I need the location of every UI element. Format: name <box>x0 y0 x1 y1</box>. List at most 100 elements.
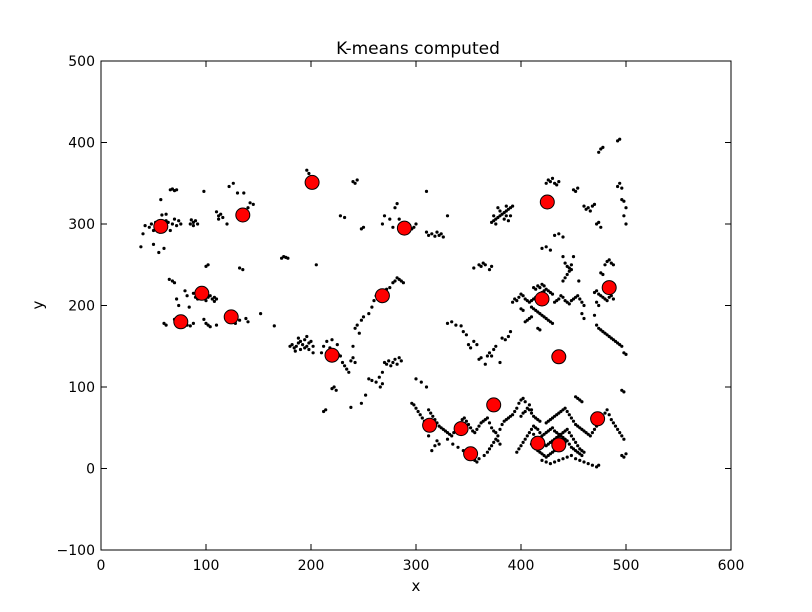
data-point <box>238 318 242 322</box>
data-point <box>332 385 336 389</box>
data-point <box>343 364 347 368</box>
data-point <box>325 339 329 343</box>
data-point <box>395 362 399 366</box>
data-point <box>393 357 397 361</box>
x-tick-label: 400 <box>508 558 535 574</box>
data-point <box>191 321 195 325</box>
data-point <box>475 427 479 431</box>
data-point <box>595 300 599 304</box>
data-point <box>179 222 183 226</box>
data-point <box>597 463 601 467</box>
data-point <box>424 230 429 234</box>
data-point <box>576 186 580 190</box>
data-point <box>393 206 397 210</box>
data-point <box>353 360 357 365</box>
data-point <box>483 263 487 267</box>
data-point <box>607 413 611 417</box>
data-point <box>355 323 359 327</box>
data-point <box>157 250 161 255</box>
data-point <box>466 343 471 347</box>
data-point <box>588 434 592 438</box>
data-point <box>592 427 597 431</box>
data-point <box>487 268 492 272</box>
data-point <box>553 233 557 237</box>
data-point <box>490 426 494 430</box>
data-point <box>189 218 193 222</box>
data-point <box>567 266 571 270</box>
data-point <box>521 440 525 444</box>
y-tick-label: 500 <box>68 54 95 70</box>
centroid-marker <box>324 347 340 363</box>
data-point <box>235 191 240 195</box>
data-point <box>571 255 576 259</box>
data-point <box>433 444 437 448</box>
data-point <box>580 312 584 316</box>
data-point <box>479 356 483 360</box>
data-point <box>305 334 309 339</box>
centroid-marker <box>304 174 320 190</box>
data-point <box>361 315 366 319</box>
data-point <box>477 424 481 428</box>
data-point <box>494 344 498 348</box>
data-point <box>510 204 515 208</box>
data-point <box>605 299 609 303</box>
data-point <box>529 315 534 319</box>
data-point <box>586 206 590 210</box>
data-point <box>504 204 508 208</box>
data-point <box>296 336 300 340</box>
data-point <box>380 382 384 386</box>
data-point <box>343 215 347 220</box>
data-point <box>319 351 324 355</box>
data-point <box>557 180 561 184</box>
data-point <box>487 447 492 451</box>
data-point <box>397 356 401 360</box>
data-point <box>521 396 525 400</box>
data-point <box>164 323 168 327</box>
data-point <box>139 245 143 249</box>
data-point <box>307 347 311 352</box>
x-tick-label: 500 <box>613 558 640 574</box>
data-point <box>208 325 212 329</box>
data-point <box>272 324 276 328</box>
data-point <box>577 279 581 283</box>
data-point <box>548 248 553 252</box>
data-point <box>616 184 620 189</box>
data-point <box>605 408 609 412</box>
data-point <box>582 460 586 464</box>
data-point <box>490 264 494 268</box>
data-point <box>569 434 574 438</box>
data-point <box>510 300 515 304</box>
data-point <box>246 320 250 324</box>
data-point <box>611 263 616 267</box>
data-point <box>603 263 607 267</box>
data-point <box>482 453 486 458</box>
data-point <box>550 292 555 296</box>
data-point <box>241 268 245 272</box>
data-point <box>175 188 179 192</box>
data-point <box>540 458 544 462</box>
data-point <box>334 388 338 392</box>
data-point <box>622 390 626 394</box>
data-point <box>361 225 366 229</box>
y-tick-label: 100 <box>68 380 95 396</box>
data-point <box>364 393 368 397</box>
data-point <box>597 303 601 308</box>
data-point <box>208 294 212 298</box>
centroid-marker <box>374 288 390 304</box>
data-point <box>519 414 523 418</box>
centroid-marker <box>539 194 555 210</box>
data-point <box>580 453 584 458</box>
data-point <box>506 219 510 223</box>
data-point <box>191 291 195 295</box>
data-point <box>427 233 431 237</box>
data-point <box>370 305 374 309</box>
data-point <box>561 457 565 461</box>
data-point <box>359 318 363 322</box>
data-point <box>502 217 506 221</box>
data-point <box>353 181 357 185</box>
data-point <box>624 352 628 356</box>
data-point <box>212 299 216 303</box>
data-point <box>414 222 418 226</box>
data-point <box>162 246 166 250</box>
